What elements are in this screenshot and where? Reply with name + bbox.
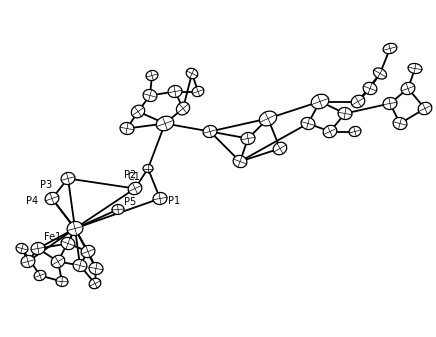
Ellipse shape <box>177 102 190 115</box>
Ellipse shape <box>418 102 432 115</box>
Ellipse shape <box>192 86 204 97</box>
Ellipse shape <box>203 125 217 137</box>
Ellipse shape <box>259 111 277 126</box>
Ellipse shape <box>408 63 422 73</box>
Ellipse shape <box>67 221 83 236</box>
Ellipse shape <box>351 95 365 108</box>
Ellipse shape <box>311 94 329 109</box>
Ellipse shape <box>51 255 65 268</box>
Ellipse shape <box>34 270 46 281</box>
Text: C1: C1 <box>128 172 140 182</box>
Text: P4: P4 <box>26 195 38 206</box>
Ellipse shape <box>168 86 182 97</box>
Text: P5: P5 <box>124 196 136 207</box>
Text: P3: P3 <box>40 180 52 189</box>
Ellipse shape <box>401 82 415 95</box>
Ellipse shape <box>56 276 68 286</box>
Ellipse shape <box>143 164 153 173</box>
Ellipse shape <box>31 242 45 254</box>
Ellipse shape <box>61 173 75 185</box>
Ellipse shape <box>383 43 397 54</box>
Ellipse shape <box>89 263 103 275</box>
Text: P2: P2 <box>124 170 136 180</box>
Ellipse shape <box>153 192 167 205</box>
Ellipse shape <box>21 255 35 268</box>
Ellipse shape <box>45 192 59 205</box>
Ellipse shape <box>73 259 87 272</box>
Ellipse shape <box>338 108 352 120</box>
Ellipse shape <box>131 105 145 118</box>
Ellipse shape <box>156 116 174 131</box>
Ellipse shape <box>363 82 377 95</box>
Ellipse shape <box>393 117 407 129</box>
Ellipse shape <box>233 155 247 167</box>
Ellipse shape <box>349 126 361 136</box>
Text: Fe1: Fe1 <box>44 232 61 242</box>
Ellipse shape <box>112 205 124 215</box>
Ellipse shape <box>383 97 397 110</box>
Ellipse shape <box>241 132 255 145</box>
Ellipse shape <box>89 278 101 289</box>
Ellipse shape <box>273 142 287 155</box>
Ellipse shape <box>16 243 28 253</box>
Ellipse shape <box>146 70 158 81</box>
Ellipse shape <box>128 182 142 195</box>
Ellipse shape <box>120 122 134 134</box>
Ellipse shape <box>323 125 337 138</box>
Ellipse shape <box>374 68 387 79</box>
Ellipse shape <box>61 237 75 250</box>
Text: P1: P1 <box>168 195 180 206</box>
Ellipse shape <box>143 89 157 101</box>
Ellipse shape <box>81 245 95 257</box>
Ellipse shape <box>186 68 198 79</box>
Ellipse shape <box>301 117 315 129</box>
